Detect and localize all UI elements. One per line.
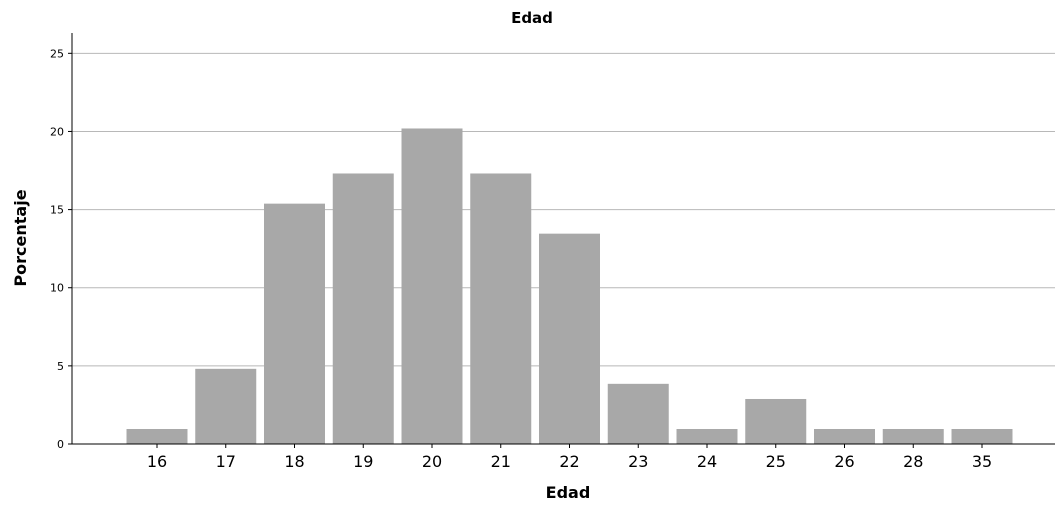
bar-20	[401, 128, 463, 444]
x-tick-label: 26	[834, 452, 854, 471]
bar-21	[470, 173, 532, 444]
x-tick-label: 28	[903, 452, 923, 471]
y-tick-label: 0	[57, 438, 64, 451]
bars	[126, 128, 1013, 444]
x-tick-label: 16	[147, 452, 167, 471]
y-tick-label: 10	[50, 282, 64, 295]
x-axis-title: Edad	[546, 483, 591, 502]
x-tick-label: 35	[972, 452, 992, 471]
x-tick-label: 19	[353, 452, 373, 471]
bar-26	[814, 428, 875, 444]
y-tick-label: 20	[50, 125, 64, 138]
x-tick-label: 20	[422, 452, 442, 471]
bar-35	[951, 428, 1013, 444]
x-tick-label: 22	[559, 452, 579, 471]
x-tick-label: 21	[491, 452, 511, 471]
bar-23	[607, 383, 669, 444]
y-tick-label: 5	[57, 360, 64, 373]
y-axis-ticks: 0 5 10 15 20 25	[50, 47, 72, 451]
bar-19	[332, 173, 394, 444]
y-tick-label: 15	[50, 204, 64, 217]
bar-16	[126, 428, 188, 444]
bar-25	[745, 398, 807, 444]
x-tick-label: 24	[697, 452, 717, 471]
axes	[71, 33, 1055, 445]
bar-28	[882, 428, 944, 444]
y-axis-title: Porcentaje	[11, 189, 30, 286]
x-tick-label: 17	[216, 452, 236, 471]
x-tick-label: 23	[628, 452, 648, 471]
gridlines	[72, 52, 1055, 367]
bar-17	[195, 368, 257, 444]
chart-title: Edad	[511, 9, 553, 27]
bar-18	[264, 203, 325, 444]
bar-22	[539, 233, 600, 444]
bar-24	[676, 428, 738, 444]
x-tick-label: 25	[766, 452, 786, 471]
x-tick-label: 18	[284, 452, 304, 471]
y-tick-label: 25	[50, 47, 64, 60]
x-axis-ticks: 16 17 18 19 20 21 22 23 24 25 26 28 35	[147, 444, 992, 471]
